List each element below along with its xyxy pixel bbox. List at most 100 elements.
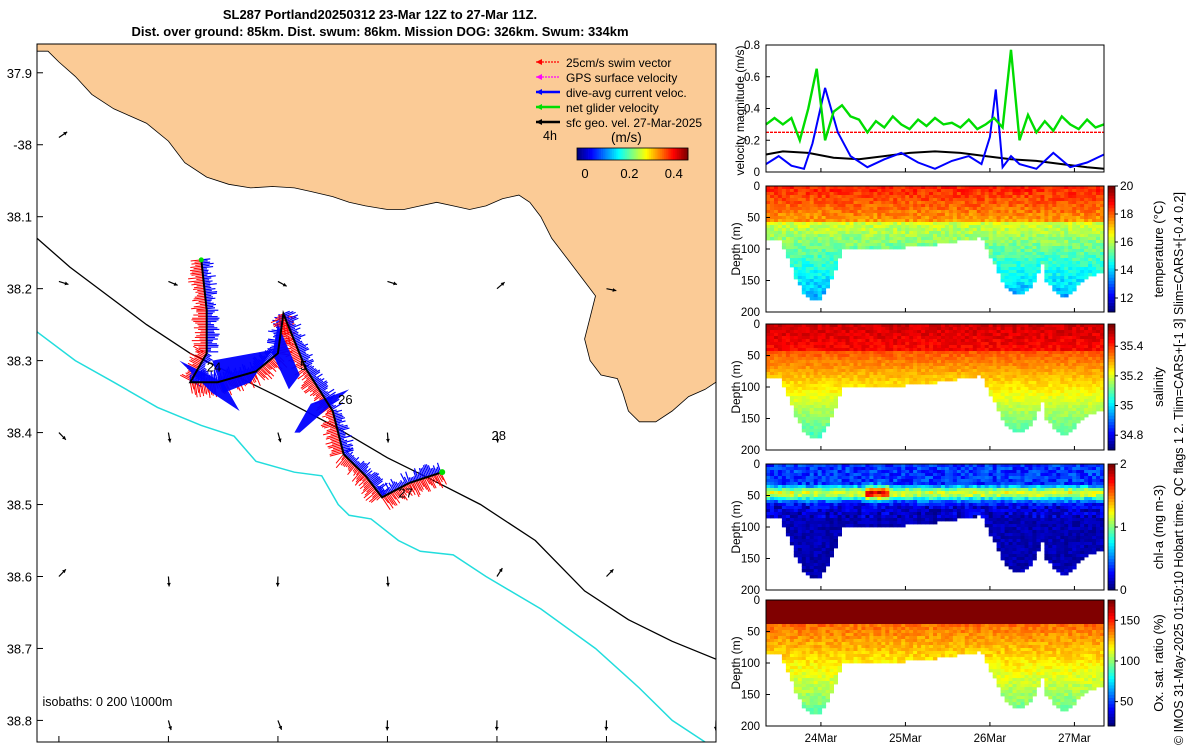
section-cell [889,222,894,226]
section-cell [929,243,934,247]
section-cell [1048,270,1053,274]
section-cell [933,336,938,340]
section-cell [984,192,990,196]
section-cell [944,375,950,379]
section-cell [1024,195,1029,199]
section-cell [845,243,850,247]
section-cell [1076,264,1081,268]
section-cell [960,375,966,379]
section-cell [1044,204,1049,208]
section-cell [941,186,946,190]
current-vector [310,371,321,378]
swim-vector [370,494,381,503]
section-cell [937,237,942,241]
section-cell [1044,375,1049,379]
section-cell [853,225,858,229]
section-cell [821,213,827,217]
section-cell [944,333,950,337]
section-cell [996,243,1001,247]
section-cell [857,336,862,340]
section-cell [789,231,795,235]
section-cell [789,225,795,229]
current-vector [203,283,217,286]
section-cell [777,366,783,370]
section-cell [1004,336,1009,340]
section-cell [1044,195,1049,199]
section-cell [933,222,938,226]
section-cell [1028,282,1033,286]
section-cell [1052,192,1057,196]
section-cell [1080,204,1085,208]
section-cell [865,345,870,349]
section-cell [785,249,791,253]
section-cell [937,378,942,382]
section-cell [937,354,942,358]
section-cell [770,189,775,193]
section-cell [929,240,934,244]
section-cell [853,384,858,388]
section-cell [1004,222,1009,226]
section-cell [905,234,910,238]
section-cell [1044,186,1049,190]
section-cell [781,186,787,190]
section-cell [893,219,898,223]
section-cell [829,399,834,403]
colorbar-cell [625,148,628,160]
section-cell [992,387,998,391]
section-cell [1072,249,1077,253]
section-cell [1072,201,1077,205]
section-cell [893,234,898,238]
section-cell [881,384,886,388]
section-cell [1000,195,1005,199]
section-cell [793,249,799,253]
section-cell [789,402,795,406]
section-cell [1012,405,1017,409]
section-cell [833,228,838,232]
section-cell [1008,360,1013,364]
section-cell [1096,255,1101,259]
section-cell [1000,207,1005,211]
section-cell [1048,249,1053,253]
section-cell [925,198,930,202]
section-cell [1052,213,1057,217]
section-cell [988,249,994,253]
section-cell [1000,354,1005,358]
section-cell [988,240,994,244]
section-cell [1008,381,1013,385]
section-cell [1000,264,1005,268]
section-cell [857,231,862,235]
section-cell [925,372,930,376]
section-cell [833,342,838,346]
section-cell [829,333,834,337]
section-cell [968,207,974,211]
section-cell [877,360,882,364]
section-cell [1052,327,1057,331]
section-cell [1048,192,1053,196]
section-cell [1088,231,1093,235]
section-cell [937,204,942,208]
section-cell [1052,228,1057,232]
section-cell [1004,186,1009,190]
section-cell [833,402,838,406]
section-cell [1044,219,1049,223]
section-cell [817,249,823,253]
section-cell [937,372,942,376]
section-cell [797,330,803,334]
section-cell [1092,225,1097,229]
section-cell [873,354,878,358]
geo-vector-16 [496,567,503,577]
section-cell [889,189,894,193]
section-cell [841,237,846,241]
section-cell [988,381,994,385]
current-vector [357,460,365,469]
section-cell [897,336,902,340]
section-colorbar-cell [1108,261,1115,266]
section-cell [905,339,910,343]
section-cell [845,210,850,214]
section-cell [837,237,842,241]
section-cell [801,324,807,328]
section-cell [805,258,811,262]
section-cell [948,237,954,241]
section-cell [1008,225,1013,229]
section-cell [1012,237,1017,241]
